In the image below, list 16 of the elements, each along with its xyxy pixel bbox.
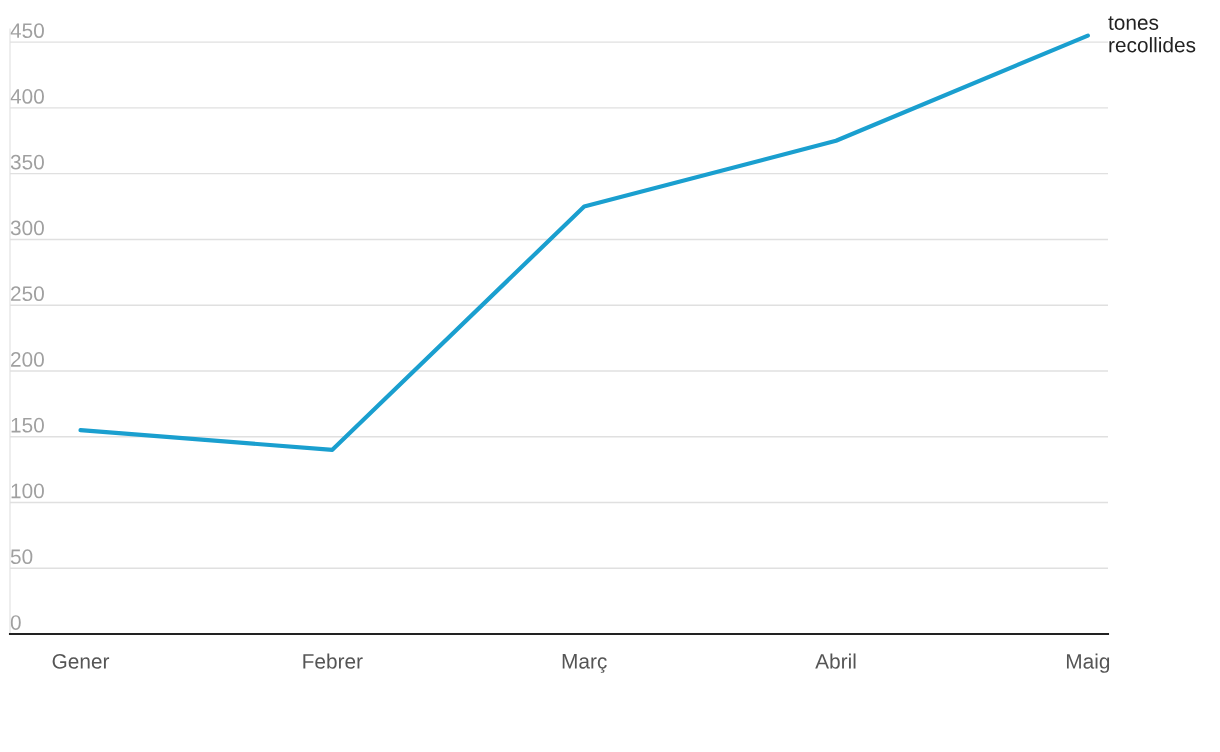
- y-tick-label: 400: [10, 89, 44, 104]
- x-tick-label: Gener: [52, 653, 110, 669]
- y-tick-label: 50: [10, 549, 33, 565]
- y-tick-label: 200: [11, 352, 44, 367]
- x-tick-label: Març: [562, 654, 607, 673]
- y-tick-label: 0: [10, 615, 21, 630]
- series-label: tones recollides: [1108, 16, 1196, 53]
- y-tick-label: 250: [11, 286, 44, 302]
- y-tick-label: 150: [11, 417, 44, 433]
- y-tick-label: 100: [11, 483, 44, 499]
- x-tick-label: Febrer: [303, 653, 363, 669]
- x-tick-label: Maig: [1066, 653, 1110, 673]
- y-tick-label: 450: [10, 23, 44, 39]
- y-tick-label: 300: [10, 220, 44, 236]
- x-tick-label: Abril: [815, 653, 856, 669]
- y-tick-label: 350: [10, 154, 44, 170]
